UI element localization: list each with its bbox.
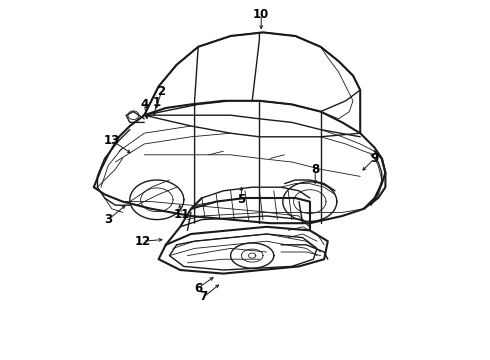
Text: 9: 9 bbox=[370, 152, 379, 165]
Text: 12: 12 bbox=[134, 235, 150, 248]
Text: 8: 8 bbox=[311, 163, 319, 176]
Text: 11: 11 bbox=[174, 208, 190, 221]
Text: 7: 7 bbox=[199, 291, 208, 303]
Text: 5: 5 bbox=[237, 193, 245, 206]
Text: 3: 3 bbox=[104, 213, 112, 226]
Text: 13: 13 bbox=[104, 134, 120, 147]
Text: 1: 1 bbox=[153, 96, 161, 109]
Text: 10: 10 bbox=[253, 8, 270, 21]
Text: 2: 2 bbox=[157, 85, 166, 98]
Text: 6: 6 bbox=[194, 282, 202, 294]
Text: 4: 4 bbox=[140, 98, 148, 111]
